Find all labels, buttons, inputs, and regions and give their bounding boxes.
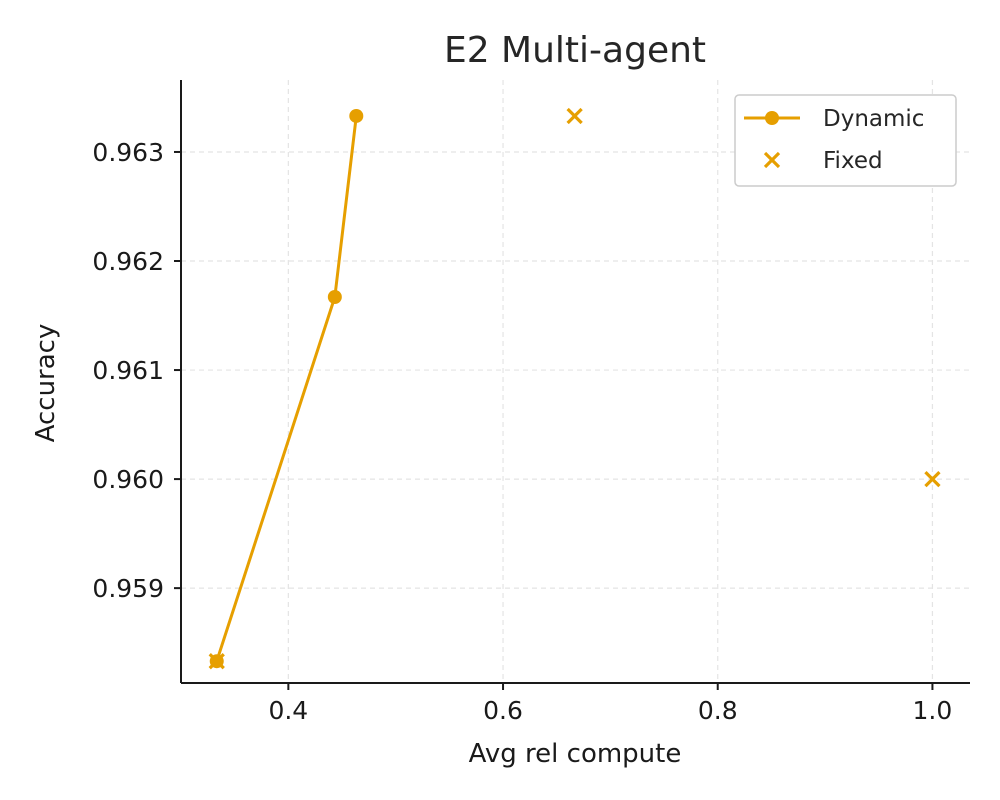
dynamic-series-line xyxy=(215,115,358,662)
x-tick-label: 0.4 xyxy=(268,696,308,725)
dynamic-point xyxy=(327,289,342,304)
fixed-point-stroke-b xyxy=(566,107,583,125)
legend-fixed-label: Fixed xyxy=(823,148,883,174)
legend-fixed-marker xyxy=(763,151,781,169)
legend-dynamic-marker xyxy=(765,111,779,125)
y-tick-label: 0.960 xyxy=(92,465,164,494)
y-tick-label: 0.963 xyxy=(92,138,164,167)
chart-title: E2 Multi-agent xyxy=(444,30,706,71)
legend-fixed-x-stroke-b xyxy=(763,151,781,169)
legend-fixed-x xyxy=(763,151,781,169)
legend-dynamic-label: Dynamic xyxy=(823,106,924,132)
fixed-point-stroke-b xyxy=(208,653,225,670)
x-tick-label: 0.6 xyxy=(483,696,523,725)
axes xyxy=(180,80,970,684)
fixed-point xyxy=(208,653,225,670)
fixed-point xyxy=(924,470,941,488)
x-axis-label: Avg rel compute xyxy=(469,739,682,769)
x-tick-label: 1.0 xyxy=(913,696,953,725)
y-tick-label: 0.961 xyxy=(92,356,164,385)
series-layer xyxy=(208,107,941,670)
legend: Dynamic Fixed xyxy=(734,94,957,187)
y-tick-label: 0.959 xyxy=(92,574,164,603)
y-axis-label: Accuracy xyxy=(31,324,61,443)
fixed-point-stroke-b xyxy=(924,470,941,488)
fixed-point xyxy=(566,107,583,125)
dynamic-point xyxy=(349,108,364,123)
ticks: 0.4 0.6 0.8 1.0 0.959 0.960 0.961 0.962 0.963 xyxy=(92,138,952,725)
x-tick-label: 0.8 xyxy=(698,696,738,725)
y-tick-label: 0.962 xyxy=(92,247,164,276)
